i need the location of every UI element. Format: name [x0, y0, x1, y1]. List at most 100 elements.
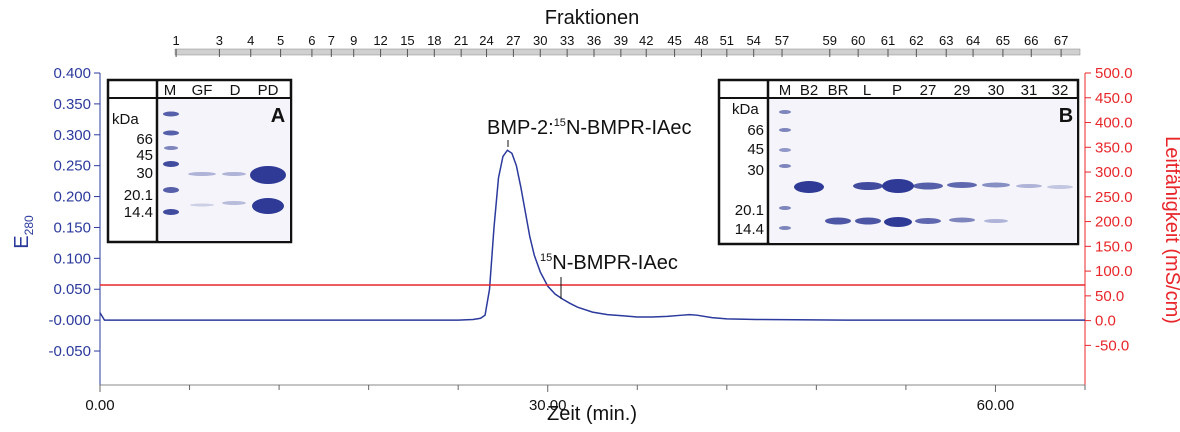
top-axis-title: Fraktionen	[545, 7, 640, 29]
x2-tick-label: 27	[506, 33, 520, 48]
y-axis-title-main: E	[11, 235, 33, 248]
annotation: BMP-2:15N-BMPR-IAec	[487, 117, 692, 139]
y-axis-title: E280	[11, 215, 36, 249]
x2-tick-label: 24	[479, 33, 493, 48]
marker-label: 14.4	[735, 221, 764, 238]
x2-tick-label: 64	[966, 33, 980, 48]
marker-label: 30	[747, 162, 764, 179]
lane-label: B2	[800, 82, 818, 99]
y2-tick-label: 250.0	[1095, 189, 1133, 206]
lane-label: BR	[828, 82, 849, 99]
lane-label: P	[892, 82, 902, 99]
x2-tick-label: 6	[308, 33, 315, 48]
annotation: 15N-BMPR-IAec	[540, 252, 678, 274]
y2-axis-title: Leitfähigkeit (mS/cm)	[1161, 136, 1180, 324]
lane-label: L	[863, 82, 871, 99]
inset-letter: B	[1059, 105, 1073, 127]
x2-tick-label: 15	[400, 33, 414, 48]
y2-tick-label: 500.0	[1095, 65, 1133, 82]
annotation-text: N-BMPR-IAec	[566, 117, 692, 139]
annotation-text: N-BMPR-IAec	[552, 252, 678, 274]
fraction-strip	[174, 48, 1081, 56]
y-tick-label: -0.050	[48, 343, 91, 360]
kda-label: kDa	[732, 101, 759, 118]
marker-label: 66	[747, 122, 764, 139]
annotation-prefix: BMP-2:	[487, 117, 554, 139]
lane-label: PD	[258, 82, 279, 99]
x2-tick-label: 33	[560, 33, 574, 48]
y-tick-label: 0.050	[53, 281, 91, 298]
x2-tick-label: 30	[533, 33, 547, 48]
y2-tick-label: 350.0	[1095, 139, 1133, 156]
y-tick-label: 0.200	[53, 189, 91, 206]
y2-tick-label: 200.0	[1095, 214, 1133, 231]
x2-tick-label: 3	[216, 33, 223, 48]
lane-label: D	[230, 82, 241, 99]
y2-tick-label: 0.0	[1095, 313, 1116, 330]
marker-label: 14.4	[124, 204, 153, 221]
marker-label: 45	[136, 147, 153, 164]
x2-tick-label: 57	[775, 33, 789, 48]
y2-tick-label: 300.0	[1095, 164, 1133, 181]
y2-tick-label: 50.0	[1095, 288, 1124, 305]
y2-tick-label: -50.0	[1095, 337, 1129, 354]
lane-label: 32	[1052, 82, 1069, 99]
x2-tick-label: 1	[172, 33, 179, 48]
x2-tick-label: 18	[427, 33, 441, 48]
annotation-sup: 15	[554, 117, 566, 129]
x2-tick-label: 61	[881, 33, 895, 48]
annotation-sup: 15	[540, 252, 552, 264]
lane-label: M	[164, 82, 177, 99]
x2-tick-label: 9	[350, 33, 357, 48]
y-tick-label: 0.250	[53, 158, 91, 175]
x2-tick-label: 5	[277, 33, 284, 48]
marker-label: 20.1	[124, 187, 153, 204]
lane-label: 30	[988, 82, 1005, 99]
gel-inset-a: kDa 66 45 30 20.1 14.4 M GF D PD A	[106, 78, 293, 244]
x2-tick-label: 66	[1024, 33, 1038, 48]
y-tick-label: 0.350	[53, 96, 91, 113]
marker-label: 20.1	[735, 202, 764, 219]
marker-label: 66	[136, 131, 153, 148]
y-tick-label: 0.400	[53, 65, 91, 82]
x-tick-label: 60.00	[977, 397, 1015, 414]
x2-tick-label: 4	[247, 33, 254, 48]
inset-letter: A	[271, 105, 285, 127]
x2-tick-label: 21	[454, 33, 468, 48]
x2-tick-label: 54	[746, 33, 760, 48]
marker-label: 45	[747, 141, 764, 158]
x2-tick-label: 63	[939, 33, 953, 48]
x-tick-label: 30.00	[529, 397, 567, 414]
gel-inset-b: kDa 66 45 30 20.1 14.4 M B2 BR L P 27 29 30 31 32…	[717, 78, 1080, 246]
x2-tick-label: 60	[851, 33, 865, 48]
x2-tick-label: 51	[720, 33, 734, 48]
x2-tick-label: 39	[614, 33, 628, 48]
x2-tick-label: 7	[328, 33, 335, 48]
x2-tick-label: 62	[909, 33, 923, 48]
lane-label: 27	[920, 82, 937, 99]
x2-tick-label: 45	[667, 33, 681, 48]
y2-tick-label: 400.0	[1095, 115, 1133, 132]
marker-label: 30	[136, 165, 153, 182]
data-line	[99, 149, 1085, 321]
x2-tick-label: 42	[639, 33, 653, 48]
y-tick-label: 0.100	[53, 250, 91, 267]
x2-tick-label: 48	[694, 33, 708, 48]
x2-tick-label: 36	[587, 33, 601, 48]
lane-label: M	[779, 82, 792, 99]
x2-tick-label: 12	[373, 33, 387, 48]
x-axis-title: Zeit (min.)	[547, 403, 637, 425]
lane-label: GF	[192, 82, 213, 99]
y-tick-label: 0.150	[53, 219, 91, 236]
x2-tick-label: 67	[1054, 33, 1068, 48]
gel-bands	[779, 110, 1073, 230]
y2-tick-label: 100.0	[1095, 263, 1133, 280]
y-axis-title-sub: 280	[22, 215, 36, 235]
y2-tick-label: 150.0	[1095, 238, 1133, 255]
x2-tick-label: 59	[823, 33, 837, 48]
y2-tick-label: 450.0	[1095, 90, 1133, 107]
y-tick-label: 0.300	[53, 127, 91, 144]
gel-bands	[163, 111, 286, 215]
lane-label: 31	[1021, 82, 1038, 99]
